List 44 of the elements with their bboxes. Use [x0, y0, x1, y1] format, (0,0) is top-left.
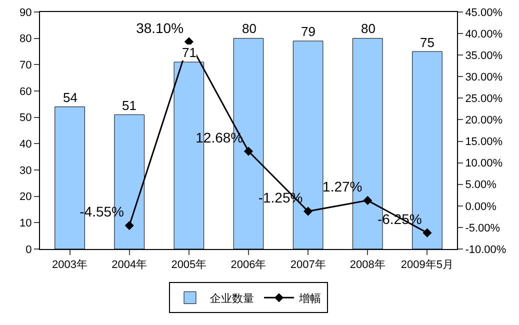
y2-tick-label: 20.00% — [465, 114, 503, 127]
x-tick-label: 2004年 — [112, 259, 148, 272]
y2-tick-label: 10.00% — [465, 158, 503, 170]
point — [363, 196, 372, 205]
data-label: 80 — [242, 21, 256, 36]
data-label: 54 — [63, 90, 78, 105]
y2-tick-label: 45.00% — [465, 6, 503, 19]
y2-tick-label: 25.00% — [465, 93, 503, 106]
y-tick-label: 40 — [20, 138, 32, 151]
x-tick-label: 2003年 — [52, 259, 88, 272]
x-tick-label: 2008年 — [350, 259, 386, 272]
data-label: 38.10% — [136, 20, 184, 36]
y-tick-label: 90 — [20, 6, 32, 19]
data-label: 75 — [420, 35, 434, 50]
point — [124, 220, 134, 230]
x-tick-label: 2007年 — [290, 259, 326, 272]
y-tick-label: 10 — [20, 218, 32, 230]
data-label: 79 — [301, 24, 316, 39]
y-tick-label: 80 — [20, 33, 32, 46]
y2-tick-label: -10.00% — [465, 244, 506, 256]
y-tick-label: 0 — [26, 244, 32, 256]
y2-tick-label: 40.00% — [465, 28, 503, 40]
data-label: 80 — [361, 21, 376, 36]
y2-tick-label: 15.00% — [465, 136, 503, 148]
x-tick-label: 2009年5月 — [400, 259, 454, 272]
y-tick-label: 70 — [20, 60, 32, 72]
y2-tick-label: 0.00% — [465, 200, 497, 213]
y2-tick-label: 30.00% — [465, 71, 503, 84]
data-label: 51 — [122, 98, 136, 113]
point — [422, 228, 432, 238]
y-tick-label: 60 — [20, 86, 32, 98]
point — [304, 206, 313, 216]
y2-tick-label: 5.00% — [465, 179, 497, 192]
legend-label: 企业数量 — [210, 292, 254, 305]
data-label: 71 — [182, 45, 196, 60]
x-tick-label: 2005年 — [171, 259, 207, 272]
x-tick-label: 2006年 — [230, 259, 266, 272]
point — [244, 146, 254, 156]
y2-tick-label: -5.00% — [465, 222, 500, 234]
y-tick-label: 50 — [20, 112, 32, 124]
y-tick-label: 20 — [20, 191, 32, 204]
legend-label: 增幅 — [298, 292, 321, 305]
y2-tick-label: 35.00% — [465, 50, 503, 62]
y-tick-label: 30 — [20, 164, 32, 177]
